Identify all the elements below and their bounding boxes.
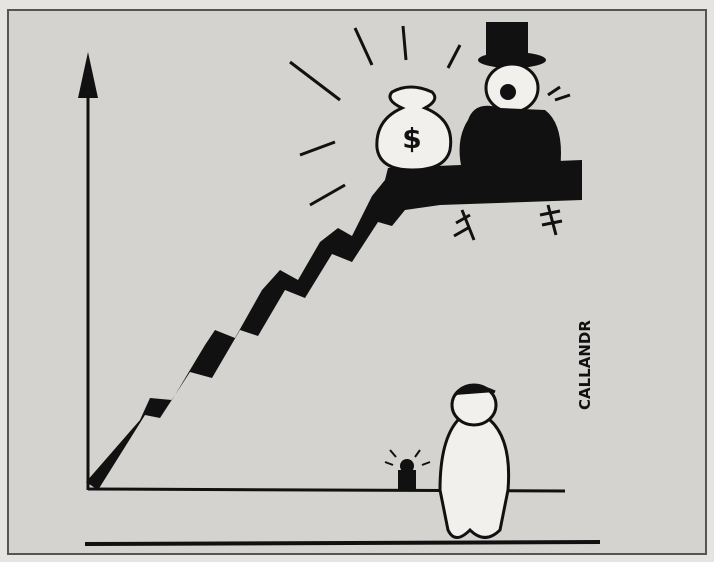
bag-symbol: $ xyxy=(402,122,421,155)
frame xyxy=(8,10,706,554)
ground-line xyxy=(85,542,600,544)
signature: CALLANDR xyxy=(576,320,594,410)
cartoon: $ CALLANDR xyxy=(0,0,714,562)
page: $ CALLANDR (() => { const data = JSON.pa… xyxy=(0,0,714,562)
